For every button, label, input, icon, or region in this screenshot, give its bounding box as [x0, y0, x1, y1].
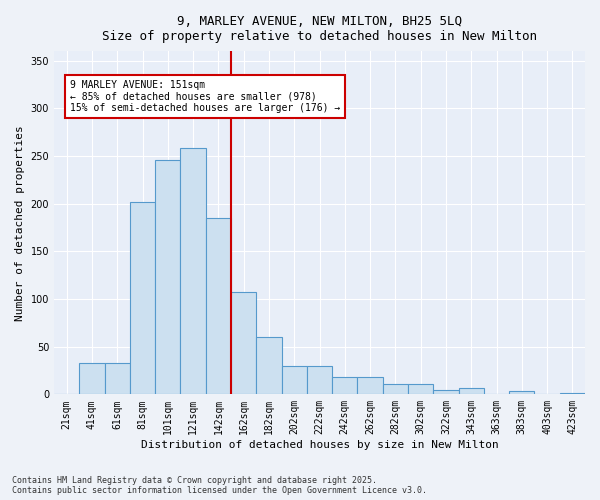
Y-axis label: Number of detached properties: Number of detached properties — [15, 125, 25, 320]
Bar — [408, 384, 433, 394]
Bar — [383, 384, 408, 394]
Bar — [155, 160, 181, 394]
Title: 9, MARLEY AVENUE, NEW MILTON, BH25 5LQ
Size of property relative to detached hou: 9, MARLEY AVENUE, NEW MILTON, BH25 5LQ S… — [102, 15, 537, 43]
Bar — [256, 337, 281, 394]
Bar — [509, 392, 535, 394]
Bar — [458, 388, 484, 394]
Bar — [130, 202, 155, 394]
X-axis label: Distribution of detached houses by size in New Milton: Distribution of detached houses by size … — [140, 440, 499, 450]
Bar — [307, 366, 332, 394]
Bar — [181, 148, 206, 394]
Bar — [332, 377, 358, 394]
Bar — [104, 363, 130, 394]
Bar — [206, 218, 231, 394]
Bar — [231, 292, 256, 394]
Text: Contains HM Land Registry data © Crown copyright and database right 2025.
Contai: Contains HM Land Registry data © Crown c… — [12, 476, 427, 495]
Text: 9 MARLEY AVENUE: 151sqm
← 85% of detached houses are smaller (978)
15% of semi-d: 9 MARLEY AVENUE: 151sqm ← 85% of detache… — [70, 80, 340, 113]
Bar — [79, 363, 104, 394]
Bar — [358, 377, 383, 394]
Bar — [281, 366, 307, 394]
Bar — [433, 390, 458, 394]
